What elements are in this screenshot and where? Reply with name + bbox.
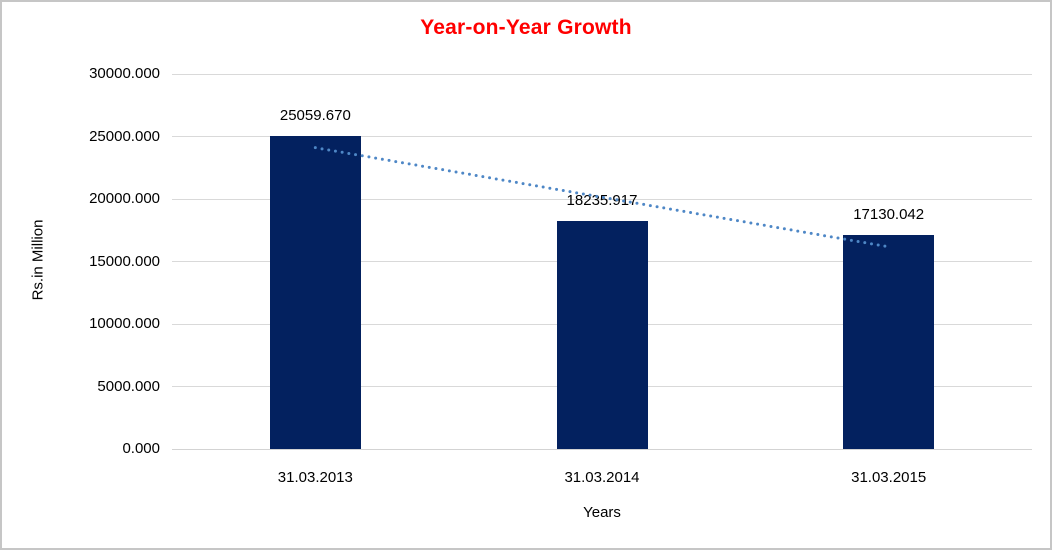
bar-value-label: 25059.670: [279, 106, 351, 124]
bar-31.03.2015: [843, 234, 935, 449]
bar-value-label: 17130.042: [853, 205, 925, 223]
y-tick-label: 20000.000: [89, 190, 160, 207]
x-axis-line: [172, 448, 1032, 450]
x-tick-label: 31.03.2013: [277, 469, 353, 486]
y-tick-label: 25000.000: [89, 127, 160, 145]
y-tick-label: 0.000: [122, 440, 160, 457]
chart-title: Year-on-Year Growth: [420, 16, 632, 39]
y-tick-label: 30000.000: [89, 65, 160, 82]
bar-value-label: 18235.917: [566, 192, 638, 210]
gridline: [172, 136, 1032, 137]
plot-area: 25059.670 31.03.2013 18235.917 31.03.2014 17…: [172, 73, 1032, 486]
y-tick-label: 15000.000: [89, 252, 160, 270]
bar-31.03.2013: [269, 135, 361, 449]
gridline: [172, 73, 1032, 75]
y-axis-tick-labels: 0.000 5000.000 10000.000 15000.000 20000.000…: [2, 65, 160, 457]
x-tick-label: 31.03.2015: [851, 469, 927, 486]
x-tick-label: 31.03.2014: [564, 469, 640, 486]
bar-31.03.2014: [556, 221, 648, 449]
x-axis-title: Years: [583, 504, 621, 521]
y-tick-label: 10000.000: [89, 315, 160, 332]
y-tick-label: 5000.000: [97, 377, 160, 395]
